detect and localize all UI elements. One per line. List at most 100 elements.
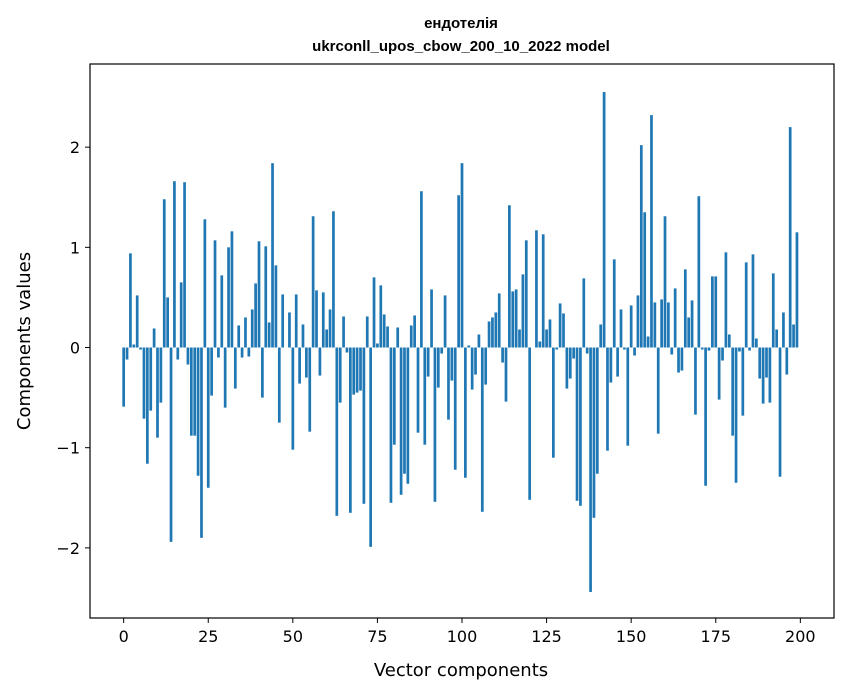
- bar-53: [301, 324, 305, 348]
- bar-128: [555, 347, 559, 350]
- bar-148: [623, 347, 626, 350]
- x-tick-label: 150: [616, 627, 647, 646]
- bar-156: [650, 115, 653, 348]
- bar-191: [768, 347, 772, 403]
- bar-138: [589, 347, 592, 592]
- bar-142: [602, 92, 606, 348]
- bar-2: [129, 253, 132, 348]
- bar-109: [491, 317, 494, 348]
- bar-133: [572, 347, 576, 359]
- bar-21: [193, 347, 197, 436]
- bar-23: [200, 347, 203, 538]
- bar-108: [487, 321, 491, 348]
- bar-102: [467, 345, 471, 348]
- bar-160: [663, 216, 667, 348]
- bar-173: [707, 347, 711, 351]
- bar-167: [687, 317, 691, 348]
- plot-frame: [89, 63, 835, 619]
- bar-177: [721, 347, 724, 361]
- x-tick-label: 100: [447, 627, 478, 646]
- bar-72: [365, 316, 369, 348]
- bar-1: [125, 347, 129, 360]
- bar-141: [599, 324, 603, 348]
- bar-89: [423, 347, 427, 445]
- y-tick-label: 0: [70, 339, 80, 358]
- bar-134: [575, 347, 579, 501]
- y-axis-ticks: −2 −1 0 1 2: [56, 138, 90, 558]
- bar-137: [585, 347, 589, 354]
- bar-27: [213, 240, 217, 348]
- bar-78: [386, 326, 389, 348]
- bar-152: [636, 295, 640, 348]
- bar-140: [595, 347, 599, 474]
- bar-62: [332, 211, 335, 348]
- bar-139: [592, 347, 596, 518]
- bar-67: [349, 347, 352, 513]
- bar-40: [257, 241, 261, 348]
- bar-118: [521, 274, 525, 348]
- bar-75: [376, 343, 379, 348]
- bar-174: [711, 276, 714, 348]
- bar-9: [152, 328, 156, 348]
- bar-147: [619, 309, 623, 348]
- bar-18: [183, 182, 186, 348]
- bar-76: [379, 285, 383, 348]
- bar-73: [369, 347, 373, 547]
- bar-111: [497, 293, 501, 348]
- bar-71: [362, 347, 366, 504]
- bar-90: [426, 347, 430, 377]
- bar-32: [230, 231, 234, 348]
- bar-35: [240, 347, 244, 358]
- bar-58: [318, 347, 322, 376]
- bar-188: [758, 347, 762, 379]
- bar-59: [321, 292, 325, 348]
- bar-70: [359, 347, 362, 391]
- bar-145: [612, 259, 616, 348]
- bar-79: [389, 347, 393, 503]
- bar-161: [667, 302, 670, 348]
- bar-82: [399, 347, 403, 495]
- bar-41: [261, 347, 264, 398]
- x-tick-label: 125: [531, 627, 562, 646]
- bars-group: [122, 92, 799, 592]
- bar-87: [416, 347, 420, 433]
- bar-92: [433, 347, 437, 502]
- bar-22: [196, 347, 200, 476]
- bar-43: [267, 322, 271, 348]
- bar-80: [392, 347, 396, 445]
- bar-31: [227, 247, 230, 348]
- bar-0: [122, 347, 126, 407]
- bar-11: [159, 347, 163, 403]
- bar-175: [714, 276, 718, 348]
- bar-129: [558, 303, 562, 348]
- bar-57: [315, 290, 318, 348]
- bar-104: [474, 347, 477, 375]
- bar-172: [704, 347, 707, 486]
- bar-170: [697, 196, 701, 348]
- bar-116: [514, 289, 518, 348]
- bar-49: [288, 312, 291, 348]
- bar-197: [788, 127, 792, 348]
- bar-3: [132, 344, 136, 348]
- bar-184: [744, 262, 748, 348]
- bar-50: [291, 347, 295, 450]
- bar-85: [409, 325, 413, 348]
- bar-126: [548, 319, 552, 348]
- bar-113: [504, 347, 508, 402]
- bar-10: [156, 347, 159, 438]
- bar-28: [217, 347, 220, 358]
- bar-34: [237, 325, 241, 348]
- bar-183: [741, 347, 745, 416]
- bar-124: [541, 234, 545, 348]
- y-tick-label: −2: [56, 539, 80, 558]
- bar-107: [484, 347, 488, 385]
- bar-193: [775, 329, 779, 348]
- bar-69: [355, 347, 359, 393]
- bar-46: [277, 347, 281, 423]
- bar-150: [629, 305, 633, 348]
- bar-74: [372, 277, 376, 348]
- bar-15: [173, 181, 176, 348]
- bar-181: [734, 347, 738, 483]
- bar-61: [328, 309, 332, 348]
- bar-154: [643, 212, 647, 348]
